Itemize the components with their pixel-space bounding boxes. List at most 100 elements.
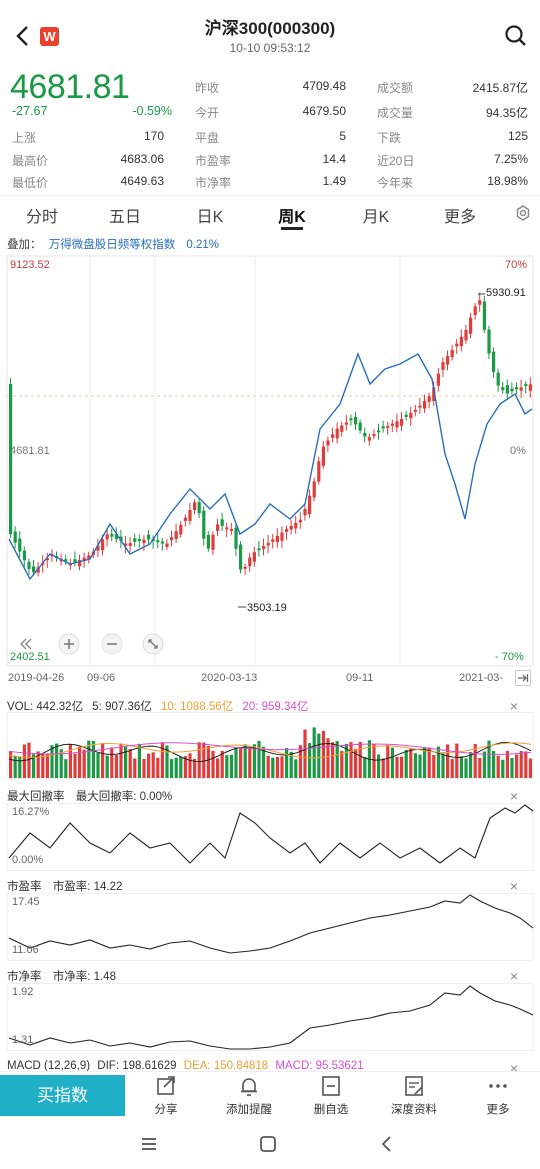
chart-pct-top: 70% — [505, 259, 528, 271]
volume-bar — [349, 742, 353, 778]
pe-top-label: 17.45 — [12, 896, 40, 908]
pb-legend: 市净率 市净率: 1.48 — [7, 968, 116, 984]
volume-bar — [262, 746, 266, 778]
search-icon[interactable] — [504, 24, 528, 48]
volume-bar — [381, 758, 385, 778]
macd-legend: MACD (12,26,9) DIF: 198.61629 DEA: 150.8… — [7, 1060, 364, 1072]
volume-bar — [413, 753, 417, 778]
overlay-index-name[interactable]: 万得微盘股日频等权指数 — [48, 239, 176, 251]
candle — [142, 539, 146, 544]
zoom-in-icon[interactable] — [58, 633, 80, 660]
pb-value: 市净率: 1.48 — [52, 971, 116, 983]
close-icon[interactable]: × — [509, 968, 518, 984]
macd-title: MACD (12,26,9) — [7, 1060, 91, 1072]
volume-bar — [400, 756, 404, 778]
stat-value: 125 — [507, 129, 528, 143]
fullscreen-icon[interactable] — [142, 633, 164, 660]
pe-svg — [6, 893, 534, 961]
candle — [27, 561, 31, 570]
candle — [160, 541, 164, 544]
tab-five-day[interactable]: 五日 — [108, 209, 141, 226]
vol-label: VOL: 442.32亿 — [7, 701, 84, 713]
candle — [418, 405, 422, 408]
volume-bar — [243, 744, 247, 778]
share-button[interactable]: 分享 — [131, 1074, 201, 1117]
stat-label: 上涨 — [12, 131, 37, 145]
stat-label: 下跌 — [377, 131, 402, 145]
tab-intraday[interactable]: 分时 — [25, 209, 58, 226]
macd-value: MACD: 95.53621 — [275, 1060, 364, 1072]
candle — [528, 384, 532, 391]
volume-bar — [409, 748, 413, 778]
volume-svg — [6, 712, 534, 779]
buy-index-button[interactable]: 买指数 — [0, 1075, 125, 1116]
pb-title: 市净率 — [7, 971, 42, 983]
candle — [427, 396, 431, 402]
volume-bar — [404, 749, 408, 778]
back-arrow-icon[interactable] — [12, 18, 36, 52]
volume-bar — [174, 757, 178, 778]
volume-bar — [505, 750, 509, 778]
volume-bar — [124, 746, 128, 778]
tab-daily-k[interactable]: 日K — [196, 209, 224, 226]
tab-weekly-k[interactable]: 周K — [278, 209, 306, 226]
volume-bar — [432, 754, 436, 778]
volume-bar — [354, 748, 358, 778]
candle — [344, 422, 348, 425]
recent-apps-icon[interactable] — [140, 1135, 158, 1158]
volume-bar — [211, 750, 215, 778]
volume-bar — [312, 727, 316, 778]
volume-bar — [487, 740, 491, 778]
candle — [248, 557, 252, 567]
drawdown-bottom-label: 0.00% — [12, 854, 44, 866]
volume-bar — [478, 757, 482, 778]
volume-bar — [45, 753, 49, 778]
more-button[interactable]: 更多 — [463, 1074, 533, 1117]
close-icon[interactable]: × — [509, 1060, 518, 1076]
candle — [36, 567, 40, 573]
volume-bar — [18, 756, 22, 778]
tab-monthly-k[interactable]: 月K — [362, 209, 390, 226]
volume-bar — [326, 738, 330, 778]
tab-more[interactable]: 更多 — [443, 209, 476, 226]
zoom-out-icon[interactable] — [101, 633, 123, 660]
candle — [243, 566, 247, 569]
volume-bar — [501, 759, 505, 778]
home-icon[interactable] — [259, 1135, 277, 1158]
overlay-value: 0.21% — [186, 239, 220, 251]
volume-bar — [160, 742, 164, 778]
remove-watchlist-button[interactable]: 删自选 — [296, 1074, 366, 1117]
candle — [220, 519, 224, 526]
volume-bar — [151, 752, 155, 778]
deep-data-button[interactable]: 深度资料 — [379, 1074, 449, 1117]
stat-value: 170 — [143, 129, 164, 143]
volume-bar — [73, 753, 77, 778]
volume-bar — [197, 742, 201, 778]
kline-chart[interactable]: 9123.52 4681.81 2402.51 70% 0% - 70% 593… — [0, 254, 540, 694]
volume-bar — [363, 757, 367, 778]
settings-gear-icon[interactable] — [515, 205, 531, 226]
candle — [404, 414, 408, 417]
close-icon[interactable]: × — [509, 698, 518, 714]
macd-dif: DIF: 198.61629 — [97, 1060, 177, 1072]
close-icon[interactable]: × — [509, 788, 518, 804]
volume-bar — [294, 759, 298, 778]
volume-bar — [105, 755, 109, 778]
candle — [358, 422, 362, 431]
volume-bar — [220, 750, 224, 778]
candle — [317, 461, 321, 482]
stat-value: 94.35亿 — [485, 106, 528, 120]
chart-frame — [6, 255, 534, 667]
close-icon[interactable]: × — [509, 878, 518, 894]
volume-bar — [36, 751, 40, 778]
scroll-left-icon[interactable] — [16, 634, 36, 659]
jump-to-end-icon[interactable] — [515, 670, 531, 691]
volume-bar — [96, 752, 100, 778]
add-alert-button[interactable]: 添加提醒 — [214, 1074, 284, 1117]
volume-bar — [528, 758, 532, 778]
volume-bar — [202, 742, 206, 778]
candle — [257, 548, 261, 551]
back-nav-icon[interactable] — [378, 1135, 396, 1158]
x-tick: 09-06 — [87, 672, 116, 684]
stat-label: 市盈率 — [195, 154, 232, 168]
